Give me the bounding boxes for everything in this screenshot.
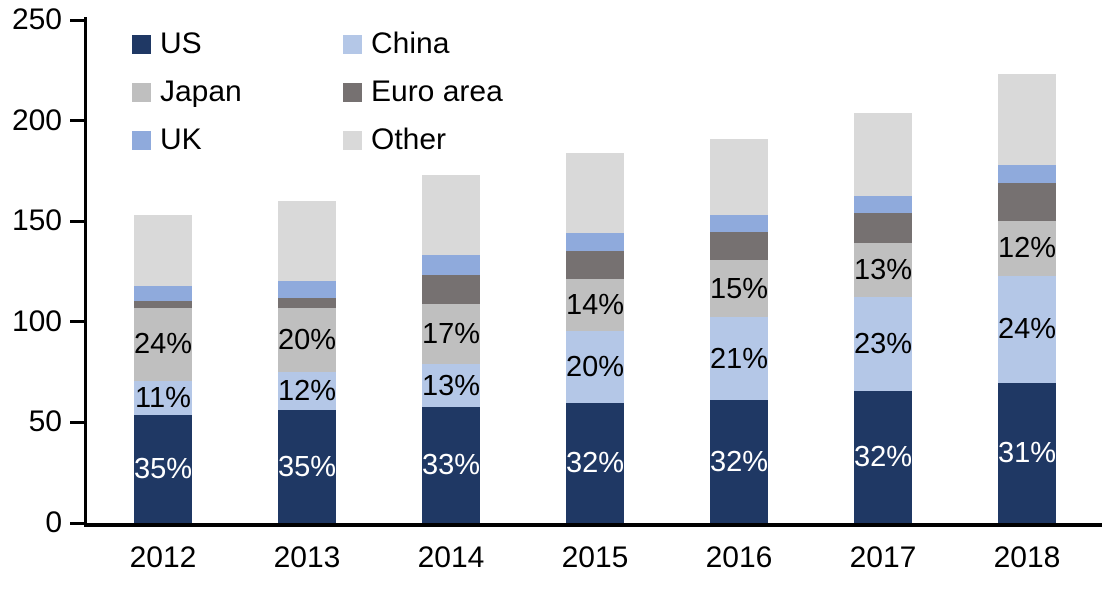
bar-segment-uk-2012 xyxy=(134,285,192,301)
x-axis-label-2012: 2012 xyxy=(129,541,197,574)
bar-segment-uk-2014 xyxy=(422,255,480,275)
x-axis-label-2014: 2014 xyxy=(417,541,485,574)
bar-segment-china-2016 xyxy=(710,316,768,401)
bar-segment-uk-2013 xyxy=(278,280,336,298)
bar-segment-japan-2013 xyxy=(278,307,336,373)
bar-segment-japan-2016 xyxy=(710,260,768,317)
bar-percent-label-japan-2012: 24% xyxy=(133,328,193,361)
bar-segment-china-2012 xyxy=(134,381,192,416)
bar-percent-label-japan-2016: 15% xyxy=(709,272,769,305)
x-axis-label-2016: 2016 xyxy=(705,541,773,574)
bar-percent-label-china-2015: 20% xyxy=(565,351,625,384)
y-axis-tick-label: 150 xyxy=(11,204,62,238)
legend-label-uk: UK xyxy=(160,123,202,156)
bar-segment-euro-area-2013 xyxy=(278,297,336,308)
bar-segment-uk-2018 xyxy=(998,164,1056,183)
bar-segment-other-2017 xyxy=(854,112,912,197)
bar-segment-japan-2018 xyxy=(998,221,1056,276)
y-axis-tick xyxy=(70,521,85,525)
y-axis-tick-label: 200 xyxy=(11,103,62,137)
y-axis-tick-label: 100 xyxy=(11,304,62,338)
bar-segment-uk-2016 xyxy=(710,215,768,233)
bar-segment-euro-area-2016 xyxy=(710,232,768,261)
bar-percent-label-japan-2018: 12% xyxy=(997,232,1057,265)
bar-segment-euro-area-2014 xyxy=(422,274,480,304)
bar-segment-china-2018 xyxy=(998,275,1056,384)
bar-segment-china-2013 xyxy=(278,372,336,411)
bar-percent-label-us-2012: 35% xyxy=(133,453,193,486)
bar-segment-other-2012 xyxy=(134,215,192,286)
bar-segment-uk-2015 xyxy=(566,233,624,252)
bar-segment-us-2012 xyxy=(134,415,192,523)
legend-swatch-uk-icon xyxy=(132,131,151,150)
legend-label-other: Other xyxy=(371,123,447,156)
bar-segment-other-2018 xyxy=(998,74,1056,165)
y-axis-tick-label: 250 xyxy=(11,3,62,36)
legend-swatch-us-icon xyxy=(132,35,151,54)
bar-segment-japan-2015 xyxy=(566,278,624,331)
y-axis-tick xyxy=(70,219,85,223)
bar-segment-other-2013 xyxy=(278,201,336,281)
bar-percent-label-china-2013: 12% xyxy=(277,375,337,408)
bar-percent-label-us-2013: 35% xyxy=(277,450,337,483)
bar-segment-uk-2017 xyxy=(854,196,912,214)
y-axis-tick xyxy=(70,420,85,424)
bar-percent-label-china-2014: 13% xyxy=(421,369,481,402)
bar-percent-label-japan-2014: 17% xyxy=(421,317,481,350)
y-axis-tick xyxy=(70,119,85,123)
bar-segment-us-2016 xyxy=(710,400,768,523)
bar-segment-japan-2012 xyxy=(134,307,192,382)
bar-segment-euro-area-2015 xyxy=(566,251,624,279)
y-axis-tick xyxy=(70,18,85,22)
bar-percent-label-china-2017: 23% xyxy=(853,327,913,360)
bar-percent-label-japan-2015: 14% xyxy=(565,288,625,321)
y-axis-tick-label: 50 xyxy=(28,405,62,439)
bar-segment-us-2017 xyxy=(854,391,912,523)
bar-percent-label-us-2016: 32% xyxy=(709,445,769,478)
legend-label-us: US xyxy=(160,27,202,60)
bar-percent-label-us-2018: 31% xyxy=(997,437,1057,470)
bar-segment-other-2015 xyxy=(566,152,624,234)
y-axis-tick xyxy=(70,320,85,324)
bar-percent-label-japan-2017: 13% xyxy=(853,253,913,286)
bar-segment-us-2014 xyxy=(422,407,480,523)
y-axis-tick-label: 0 xyxy=(45,506,62,539)
bar-segment-us-2013 xyxy=(278,410,336,523)
bar-segment-japan-2017 xyxy=(854,243,912,297)
bar-percent-label-us-2014: 33% xyxy=(421,449,481,482)
bar-percent-label-us-2015: 32% xyxy=(565,447,625,480)
bar-percent-label-china-2012: 11% xyxy=(135,382,191,415)
bar-segment-other-2016 xyxy=(710,138,768,216)
legend-swatch-euro-area-icon xyxy=(343,83,362,102)
bar-segment-us-2018 xyxy=(998,383,1056,523)
bar-segment-japan-2014 xyxy=(422,303,480,365)
bar-percent-label-china-2016: 21% xyxy=(709,342,769,375)
legend-label-euro-area: Euro area xyxy=(371,75,503,108)
y-axis-line xyxy=(84,17,87,526)
bar-segment-us-2015 xyxy=(566,403,624,523)
x-axis-label-2015: 2015 xyxy=(561,541,629,574)
bar-percent-label-japan-2013: 20% xyxy=(277,323,337,356)
x-axis-line xyxy=(84,523,1102,527)
bar-segment-other-2014 xyxy=(422,174,480,256)
legend-swatch-japan-icon xyxy=(132,83,151,102)
bar-segment-euro-area-2012 xyxy=(134,300,192,308)
legend-swatch-china-icon xyxy=(343,35,362,54)
x-axis-label-2013: 2013 xyxy=(273,541,341,574)
bar-segment-china-2017 xyxy=(854,296,912,392)
bar-segment-china-2014 xyxy=(422,364,480,408)
legend-label-china: China xyxy=(371,27,450,60)
x-axis-label-2018: 2018 xyxy=(993,541,1061,574)
bar-percent-label-us-2017: 32% xyxy=(853,441,913,474)
bar-segment-euro-area-2018 xyxy=(998,182,1056,222)
legend-swatch-other-icon xyxy=(343,131,362,150)
bar-segment-china-2015 xyxy=(566,330,624,404)
bar-percent-label-china-2018: 24% xyxy=(997,313,1057,346)
x-axis-label-2017: 2017 xyxy=(849,541,917,574)
legend-label-japan: Japan xyxy=(160,75,242,108)
bar-segment-euro-area-2017 xyxy=(854,213,912,244)
